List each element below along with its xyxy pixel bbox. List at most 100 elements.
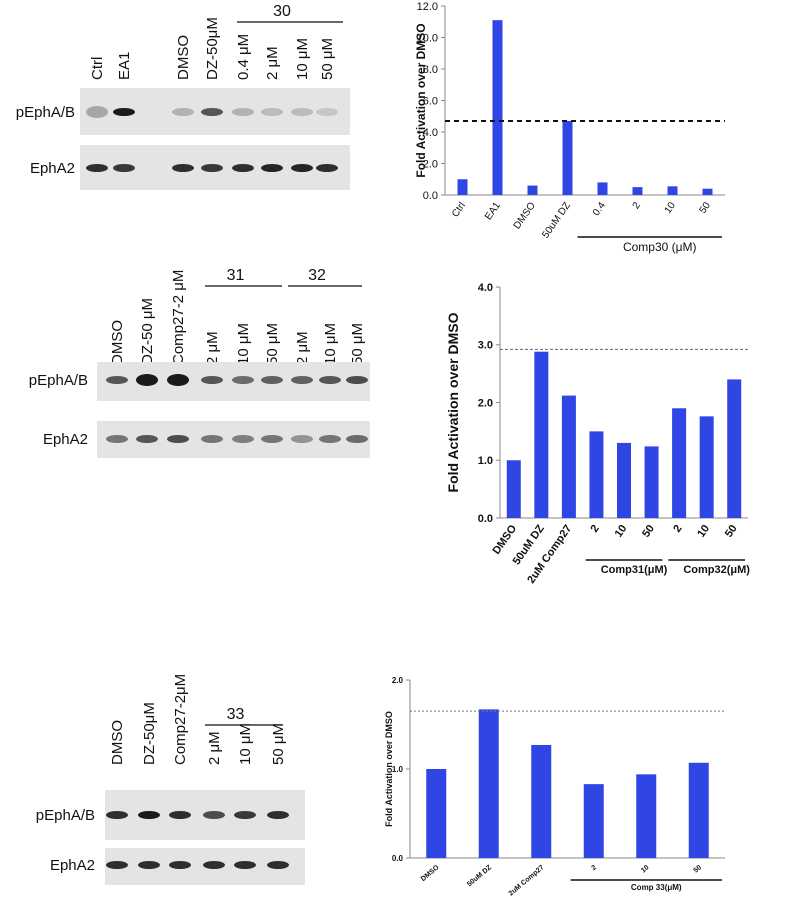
x-tick-label: 10 [695, 523, 712, 540]
band [136, 435, 158, 443]
bar [702, 188, 713, 195]
band [234, 861, 256, 869]
band [232, 164, 254, 172]
x-tick-label: EA1 [483, 200, 503, 222]
band [234, 811, 256, 819]
y-tick-label: 2.0 [392, 676, 404, 685]
lane-label: DZ-50μM [204, 17, 221, 80]
group-label: 33 [227, 706, 245, 723]
lane-label: 2 μM [294, 331, 311, 365]
y-axis-label: Fold Activation over DMSO [384, 711, 394, 827]
group-label: 32 [308, 267, 326, 284]
band [169, 861, 191, 869]
band [232, 435, 254, 443]
y-tick-label: 0.0 [478, 513, 493, 525]
lane-label: Comp27-2μM [172, 674, 189, 765]
x-tick-label: 2 [631, 200, 643, 211]
group-label: Comp 33(μM) [631, 883, 682, 892]
row-label: EphA2 [30, 160, 75, 177]
bar [492, 20, 503, 195]
band [106, 435, 128, 443]
band [167, 435, 189, 443]
band [201, 376, 223, 384]
band [86, 106, 108, 118]
band [106, 811, 128, 819]
x-tick-label: 10 [640, 864, 651, 874]
x-tick-label: Ctrl [450, 200, 468, 219]
band [106, 861, 128, 869]
row-label: pEphA/B [36, 807, 95, 824]
x-tick-label: 2uM Comp27 [508, 864, 546, 897]
band [201, 435, 223, 443]
band [267, 861, 289, 869]
y-tick-label: 4.0 [423, 127, 438, 139]
lane-label: 10 μM [322, 323, 339, 365]
lane-label: EA1 [116, 52, 133, 80]
bar [478, 709, 499, 858]
band [167, 374, 189, 386]
bar [617, 442, 631, 518]
x-tick-label: 50 [693, 864, 704, 874]
x-tick-label: 50uM DZ [466, 864, 493, 889]
band [136, 374, 158, 386]
x-tick-label: 10 [613, 523, 630, 540]
x-tick-label: 50 [723, 523, 740, 540]
bar [562, 120, 573, 195]
y-tick-label: 4.0 [478, 282, 493, 294]
y-tick-label: 1.0 [478, 455, 493, 467]
bar [727, 379, 742, 518]
bar [597, 182, 608, 195]
x-tick-label: 50 [640, 523, 657, 540]
band [203, 861, 225, 869]
bar [506, 460, 521, 518]
lane-label: DMSO [109, 720, 126, 765]
band [346, 376, 368, 384]
row-label: EphA2 [43, 431, 88, 448]
lane-label: 2 μM [204, 331, 221, 365]
bar [426, 769, 447, 858]
lane-label: 0.4 μM [235, 34, 252, 80]
band [201, 108, 223, 116]
group-label: Comp31(μM) [601, 564, 668, 576]
lane-label: DZ-50μM [141, 702, 158, 765]
lane-label: 50 μM [349, 323, 366, 365]
bar [527, 185, 538, 195]
lane-label: 50 μM [270, 723, 287, 765]
lane-label: Ctrl [89, 57, 106, 80]
x-tick-label: 50 [698, 200, 714, 216]
band [169, 811, 191, 819]
bar [672, 408, 687, 518]
lane-label: DMSO [109, 320, 126, 365]
band [267, 811, 289, 819]
group-label: 31 [227, 267, 245, 284]
bar [699, 416, 714, 518]
band [232, 108, 254, 116]
y-tick-label: 8.0 [423, 64, 438, 76]
x-tick-label: DMSO [420, 864, 441, 883]
row-label: pEphA/B [16, 104, 75, 121]
bar [534, 351, 549, 518]
x-tick-label: 10 [663, 200, 679, 216]
bar [632, 187, 643, 195]
row-label: EphA2 [50, 857, 95, 874]
bar [589, 431, 604, 518]
band [261, 108, 283, 116]
band [261, 435, 283, 443]
row-label: pEphA/B [29, 372, 88, 389]
bar [636, 774, 657, 858]
band [203, 811, 225, 819]
band [86, 164, 108, 172]
y-axis-label: Fold Activation over DMSO [414, 23, 428, 177]
band [138, 861, 160, 869]
y-tick-label: 0.0 [392, 854, 404, 863]
lane-label: 2 μM [206, 731, 223, 765]
lane-label: 10 μM [294, 38, 311, 80]
lane-label: DMSO [175, 35, 192, 80]
bar [457, 179, 468, 195]
x-tick-label: 2 [591, 864, 599, 872]
group-label: 30 [273, 3, 291, 20]
band [291, 376, 313, 384]
lane-label: DZ-50 μM [139, 298, 156, 365]
x-tick-label: DMSO [490, 522, 519, 556]
